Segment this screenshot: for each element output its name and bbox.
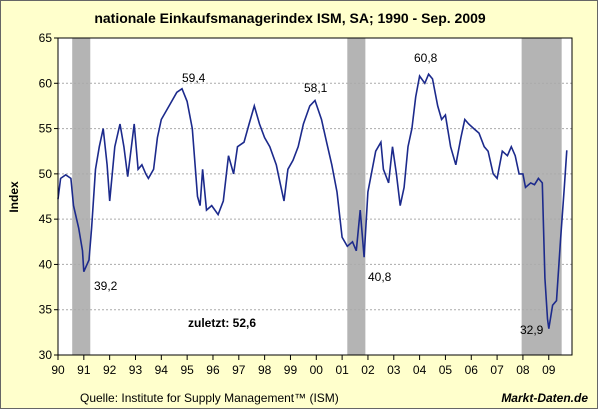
x-tick-label: 09 — [542, 363, 556, 377]
x-tick-label: 92 — [103, 363, 117, 377]
annotation: 59,4 — [182, 71, 206, 85]
y-tick-label: 30 — [39, 348, 53, 362]
x-tick-label: 93 — [129, 363, 143, 377]
plot-frame — [57, 37, 573, 356]
y-tick-label: 65 — [39, 31, 53, 45]
x-tick-label: 96 — [206, 363, 220, 377]
annotation: 39,2 — [94, 279, 118, 293]
recession-band — [72, 38, 91, 355]
x-tick-label: 94 — [155, 363, 169, 377]
x-tick-label: 00 — [310, 363, 324, 377]
annotation: zuletzt: 52,6 — [188, 316, 256, 330]
annotation: 58,1 — [304, 81, 328, 95]
data-line — [57, 72, 568, 329]
y-tick-label: 45 — [39, 212, 53, 226]
y-axis-label: Index — [7, 181, 21, 213]
brand: Markt-Daten.de — [501, 391, 588, 405]
y-tick-label: 35 — [39, 303, 53, 317]
x-tick-label: 03 — [387, 363, 401, 377]
y-tick-label: 60 — [39, 76, 53, 90]
plot-area — [58, 38, 572, 355]
x-tick-label: 91 — [77, 363, 91, 377]
x-tick-label: 07 — [490, 363, 504, 377]
x-tick-label: 98 — [258, 363, 272, 377]
annotation: 40,8 — [368, 270, 392, 284]
chart-title: nationale Einkaufsmanagerindex ISM, SA; … — [94, 10, 486, 26]
x-tick-label: 01 — [335, 363, 349, 377]
recession-band — [347, 38, 366, 355]
y-tick-label: 55 — [39, 122, 53, 136]
y-tick-label: 40 — [39, 257, 53, 271]
y-tick-label: 50 — [39, 167, 53, 181]
x-tick-label: 04 — [413, 363, 427, 377]
recession-band — [521, 38, 562, 355]
x-tick-label: 99 — [284, 363, 298, 377]
x-tick-label: 06 — [465, 363, 479, 377]
source: Quelle: Institute for Supply Management™… — [80, 391, 339, 405]
x-tick-label: 90 — [51, 363, 65, 377]
x-tick-label: 08 — [516, 363, 530, 377]
annotation: 32,9 — [520, 323, 544, 337]
x-tick-label: 02 — [361, 363, 375, 377]
x-tick-label: 05 — [439, 363, 453, 377]
x-tick-label: 97 — [232, 363, 246, 377]
annotation: 60,8 — [414, 51, 438, 65]
x-tick-label: 95 — [180, 363, 194, 377]
